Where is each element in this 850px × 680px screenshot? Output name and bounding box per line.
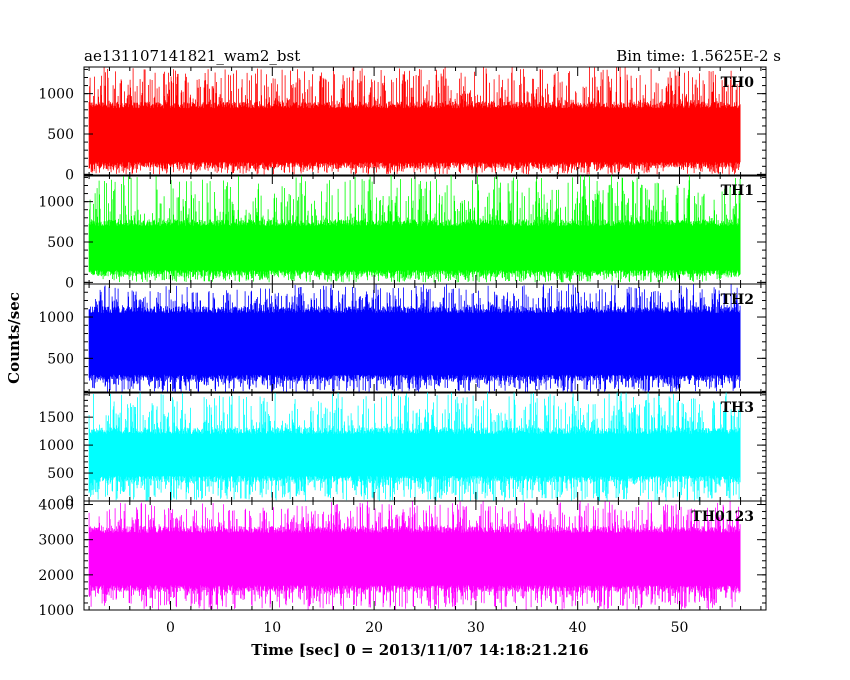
x-tick-label: 30 — [467, 620, 485, 636]
y-tick-label: 1000 — [38, 195, 74, 211]
panel-label-th3: TH3 — [721, 400, 754, 416]
y-tick-label: 500 — [47, 466, 74, 482]
y-tick-label: 4000 — [38, 498, 74, 514]
y-tick-label: 0 — [65, 494, 74, 510]
chart-title: ae131107141821_wam2_bst — [84, 47, 300, 65]
y-tick-label: 2000 — [38, 568, 74, 584]
y-axis-label: Counts/sec — [5, 292, 23, 384]
signal-trace-th1 — [88, 175, 741, 283]
panel-label-th0123: TH0123 — [691, 509, 754, 525]
panel-frame — [83, 66, 767, 177]
panel-frame — [83, 500, 767, 611]
y-tick-label: 1000 — [38, 87, 74, 103]
x-axis-label: Time [sec] 0 = 2013/11/07 14:18:21.216 — [251, 641, 588, 659]
signal-trace-th3 — [88, 392, 741, 501]
x-tick-label: 10 — [263, 620, 281, 636]
panel-th0: 0 500 1000 TH0 — [38, 66, 767, 183]
panel-th2: 500 1000 TH2 — [38, 283, 767, 394]
x-tick-label: 50 — [671, 620, 689, 636]
signal-trace-th0123 — [88, 501, 741, 610]
panel-th3: 0 500 1000 1500 TH3 — [38, 391, 767, 510]
y-tick-label: 1000 — [38, 603, 74, 619]
bin-time-label: Bin time: 1.5625E-2 s — [616, 47, 781, 65]
signal-trace-th0 — [88, 67, 741, 175]
y-tick-label: 3000 — [38, 533, 74, 549]
panel-frame — [83, 283, 767, 394]
y-tick-label: 500 — [47, 127, 74, 143]
panel-th0123: 1000 2000 3000 4000 TH0123 — [38, 498, 767, 619]
x-tick-label: 0 — [166, 620, 175, 636]
x-tick-label: 40 — [569, 620, 587, 636]
y-tick-label: 0 — [65, 167, 74, 183]
panel-label-th2: TH2 — [721, 292, 754, 308]
panel-th1: 0 500 1000 TH1 — [38, 174, 767, 291]
y-tick-label: 500 — [47, 235, 74, 251]
y-tick-label: 1000 — [38, 438, 74, 454]
x-tick-label: 20 — [365, 620, 383, 636]
panel-label-th1: TH1 — [721, 183, 754, 199]
y-tick-label: 1500 — [38, 410, 74, 426]
y-tick-label: 1000 — [38, 310, 74, 326]
y-tick-label: 500 — [47, 351, 74, 367]
signal-trace-th2 — [88, 284, 741, 393]
panel-label-th0: TH0 — [721, 75, 755, 91]
y-tick-label: 0 — [65, 275, 74, 291]
